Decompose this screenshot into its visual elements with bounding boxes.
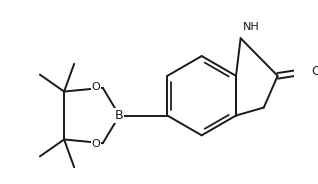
Text: O: O	[91, 139, 100, 149]
Text: B: B	[115, 109, 124, 122]
Text: O: O	[311, 65, 318, 78]
Text: O: O	[91, 82, 100, 92]
Text: NH: NH	[242, 22, 259, 32]
